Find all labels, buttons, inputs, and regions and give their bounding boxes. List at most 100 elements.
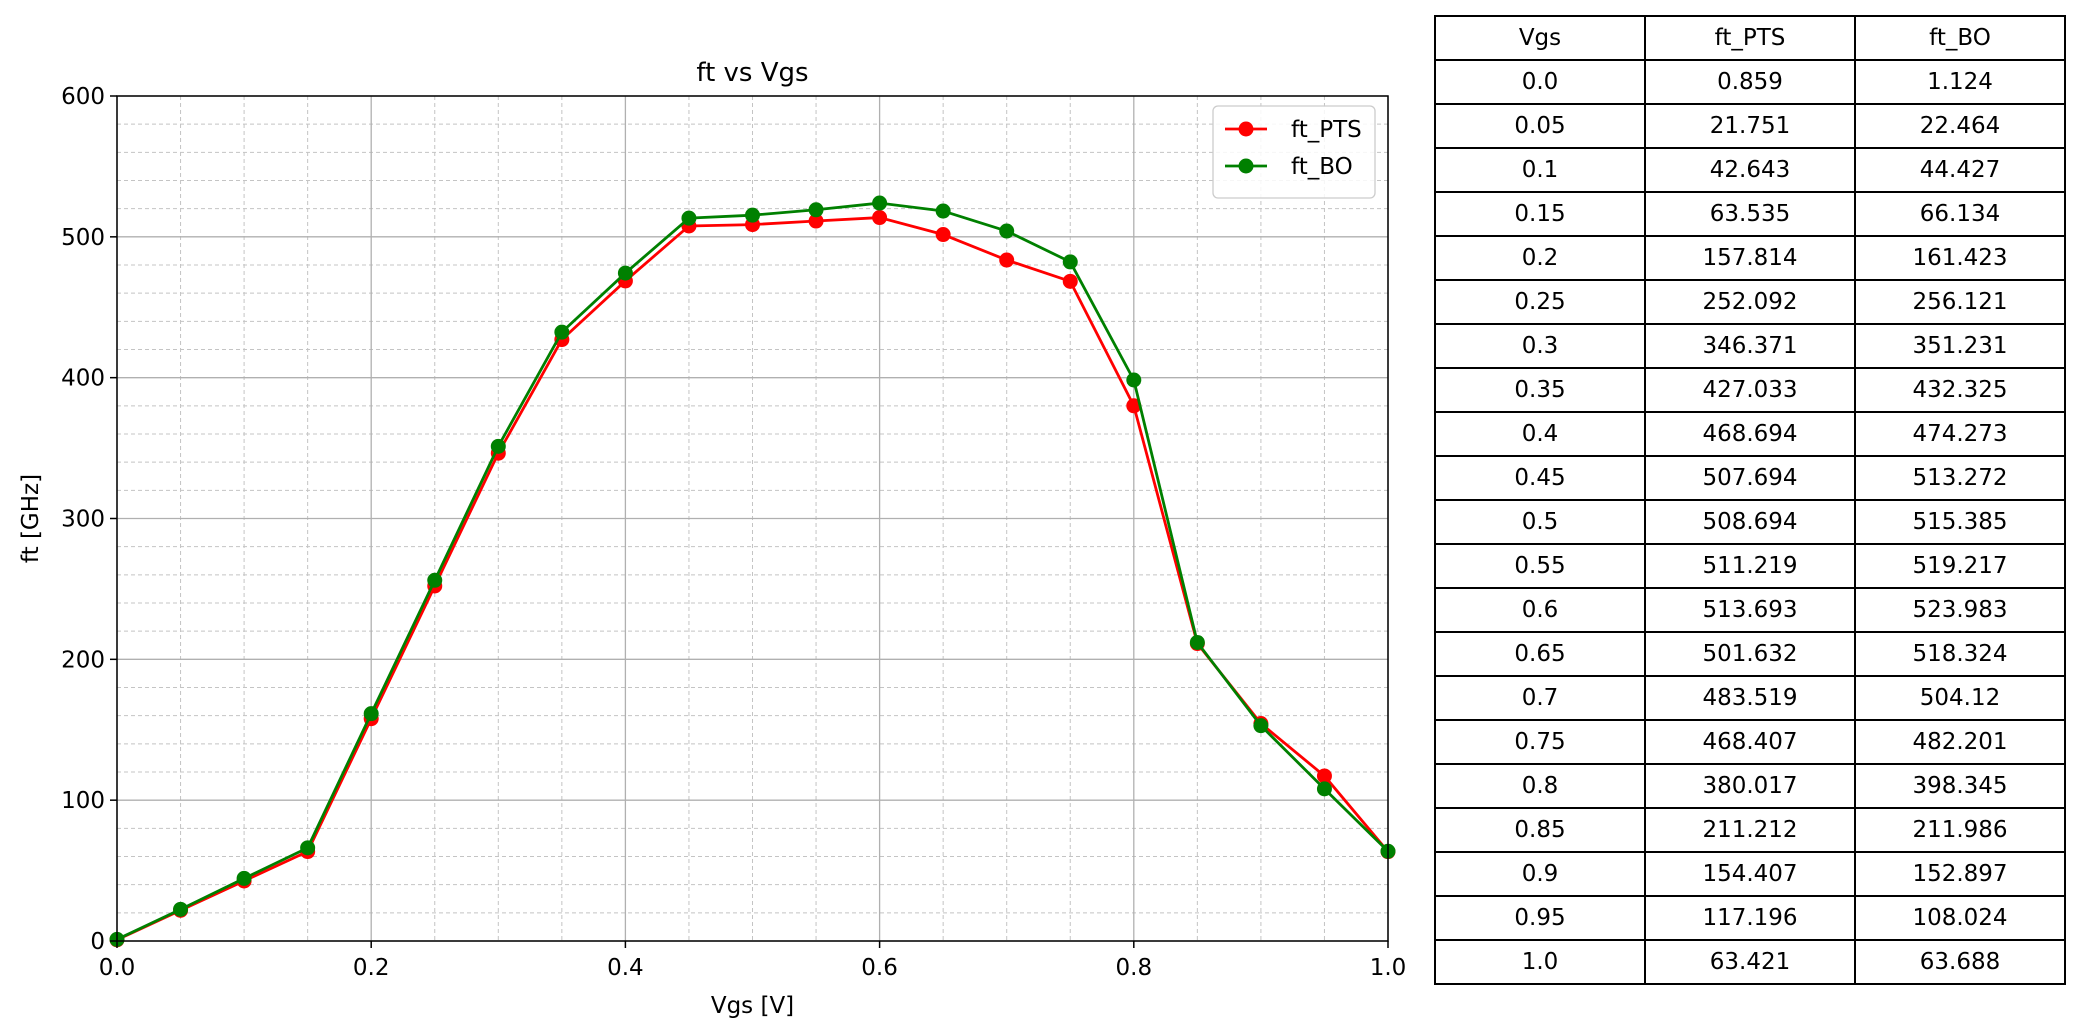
table-cell: 161.423: [1854, 235, 2066, 281]
y-tick-label: 300: [61, 507, 105, 533]
data-point: [1062, 273, 1078, 289]
y-tick-label: 0: [90, 929, 105, 955]
table-row: 0.55 511.219 519.217: [1434, 543, 2066, 589]
table-cell: 351.231: [1854, 323, 2066, 369]
table-cell: 154.407: [1644, 851, 1856, 897]
line-chart: 0.0 0.2 0.4 0.6 0.8 1.0 0 100 200 300 400 500 600 ft…: [18, 58, 1406, 1019]
table-cell: 1.0: [1434, 939, 1646, 985]
table-cell: 398.345: [1854, 763, 2066, 809]
data-point: [872, 195, 888, 211]
legend-marker: [1238, 121, 1254, 137]
table-row: 0.05 21.751 22.464: [1434, 103, 2066, 149]
table-cell: 511.219: [1644, 543, 1856, 589]
table-cell: 157.814: [1644, 235, 1856, 281]
table-row: 1.0 63.421 63.688: [1434, 939, 2066, 985]
data-point: [1126, 398, 1142, 414]
table-cell: 513.272: [1854, 455, 2066, 501]
data-point: [999, 252, 1015, 268]
data-point: [554, 324, 570, 340]
data-point: [300, 840, 316, 856]
table-cell: 0.5: [1434, 499, 1646, 545]
table-row: 0.0 0.859 1.124: [1434, 59, 2066, 105]
data-point: [681, 210, 697, 226]
table-cell: 474.273: [1854, 411, 2066, 457]
table-cell: 515.385: [1854, 499, 2066, 545]
table-cell: 63.535: [1644, 191, 1856, 237]
data-point: [935, 203, 951, 219]
table-cell: 523.983: [1854, 587, 2066, 633]
data-point: [745, 207, 760, 223]
table-cell: 0.6: [1434, 587, 1646, 633]
axes: 0.0 0.2 0.4 0.6 0.8 1.0 0 100 200 300 400 500 600: [61, 84, 1406, 981]
table-row: 0.75 468.407 482.201: [1434, 719, 2066, 765]
data-point: [236, 870, 252, 886]
data-point: [1126, 372, 1142, 388]
table-cell: 1.124: [1854, 59, 2066, 105]
table-cell: 0.55: [1434, 543, 1646, 589]
table-cell: 0.05: [1434, 103, 1646, 149]
table-cell: 0.2: [1434, 235, 1646, 281]
y-tick-label: 600: [61, 84, 105, 110]
data-point: [1316, 768, 1332, 784]
table-row: 0.4 468.694 474.273: [1434, 411, 2066, 457]
table-cell: 0.35: [1434, 367, 1646, 413]
table-cell: 519.217: [1854, 543, 2066, 589]
table-cell: 0.9: [1434, 851, 1646, 897]
table-cell: 0.85: [1434, 807, 1646, 853]
data-point: [808, 213, 824, 229]
data-point: [427, 572, 443, 588]
table-cell: 256.121: [1854, 279, 2066, 325]
y-axis-label: ft [GHz]: [18, 474, 44, 563]
table-row: 0.3 346.371 351.231: [1434, 323, 2066, 369]
legend-marker: [1238, 158, 1254, 174]
table-cell: 152.897: [1854, 851, 2066, 897]
table-cell: 346.371: [1644, 323, 1856, 369]
table-header-row: Vgs ft_PTS ft_BO: [1434, 15, 2066, 61]
series-layer: [109, 195, 1396, 948]
table-row: 0.5 508.694 515.385: [1434, 499, 2066, 545]
table-row: 0.2 157.814 161.423: [1434, 235, 2066, 281]
table-cell: 518.324: [1854, 631, 2066, 677]
data-point: [999, 223, 1015, 239]
data-point: [808, 202, 824, 218]
table-row: 0.1 42.643 44.427: [1434, 147, 2066, 193]
table-row: 0.8 380.017 398.345: [1434, 763, 2066, 809]
table-cell: 0.7: [1434, 675, 1646, 721]
chart-title: ft vs Vgs: [696, 58, 808, 88]
table-row: 0.25 252.092 256.121: [1434, 279, 2066, 325]
table-cell: 508.694: [1644, 499, 1856, 545]
table-row: 0.6 513.693 523.983: [1434, 587, 2066, 633]
y-tick-label: 200: [61, 647, 105, 673]
table-cell: 0.859: [1644, 59, 1856, 105]
data-point: [1253, 718, 1269, 734]
table-cell: 483.519: [1644, 675, 1856, 721]
table-header-cell: Vgs: [1434, 15, 1646, 61]
table-cell: 468.407: [1644, 719, 1856, 765]
table-row: 0.35 427.033 432.325: [1434, 367, 2066, 413]
table-cell: 252.092: [1644, 279, 1856, 325]
legend-item: ft_PTS: [1225, 117, 1362, 143]
x-tick-label: 1.0: [1370, 955, 1407, 981]
table-cell: 0.3: [1434, 323, 1646, 369]
data-point: [363, 706, 379, 722]
table-row: 0.95 117.196 108.024: [1434, 895, 2066, 941]
table-cell: 0.15: [1434, 191, 1646, 237]
table-cell: 21.751: [1644, 103, 1856, 149]
table-cell: 0.25: [1434, 279, 1646, 325]
table-cell: 211.212: [1644, 807, 1856, 853]
table-header-cell: ft_PTS: [1644, 15, 1856, 61]
legend-label: ft_BO: [1291, 154, 1353, 180]
table-cell: 482.201: [1854, 719, 2066, 765]
data-point: [935, 227, 951, 243]
data-point: [617, 265, 633, 281]
table-cell: 117.196: [1644, 895, 1856, 941]
x-axis-label: Vgs [V]: [711, 993, 794, 1019]
table-row: 0.65 501.632 518.324: [1434, 631, 2066, 677]
table-row: 0.7 483.519 504.12: [1434, 675, 2066, 721]
data-table: Vgs ft_PTS ft_BO 0.0 0.859 1.124 0.05 21.751…: [1434, 15, 2066, 985]
table-cell: 0.65: [1434, 631, 1646, 677]
table-cell: 0.75: [1434, 719, 1646, 765]
legend-item: ft_BO: [1225, 154, 1353, 180]
table-cell: 63.688: [1854, 939, 2066, 985]
table-cell: 44.427: [1854, 147, 2066, 193]
